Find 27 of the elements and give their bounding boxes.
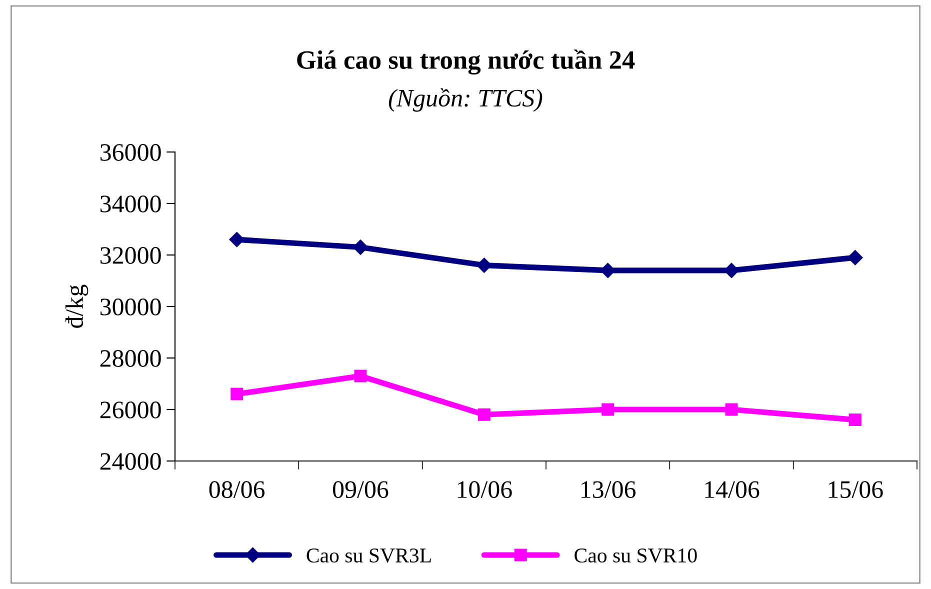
y-tick-label: 36000 <box>100 144 161 161</box>
point <box>848 414 862 426</box>
y-tick-label: 30000 <box>100 298 161 316</box>
x-tick-label: 13/06 <box>582 481 636 498</box>
x-tick-label: 10/06 <box>458 481 512 498</box>
point <box>848 250 863 266</box>
point <box>602 403 614 416</box>
point <box>354 370 367 382</box>
chart-title: Giá cao su trong nước tuần 24 <box>297 49 635 75</box>
y-axis-title: đ/kg <box>65 284 88 328</box>
point <box>478 408 490 421</box>
y-tick-label: 32000 <box>100 247 161 264</box>
legend-label: Cao su SVR3L <box>306 548 431 563</box>
y-tick-label: 34000 <box>100 196 161 212</box>
x-tick-label: 14/06 <box>705 481 760 498</box>
y-tick-label: 24000 <box>100 453 161 470</box>
point <box>476 258 492 273</box>
x-tick-label: 15/06 <box>828 481 883 498</box>
y-tick-label: 26000 <box>100 402 161 418</box>
point <box>725 403 738 416</box>
y-tick-label: 28000 <box>100 350 161 367</box>
legend-label: Cao su SVR10 <box>574 548 697 563</box>
chart-subtitle: (Nguồn: TTCS) <box>388 88 542 112</box>
point <box>229 232 244 248</box>
x-tick-label: 08/06 <box>209 481 265 498</box>
point <box>230 388 244 400</box>
x-tick-label: 09/06 <box>332 481 388 498</box>
